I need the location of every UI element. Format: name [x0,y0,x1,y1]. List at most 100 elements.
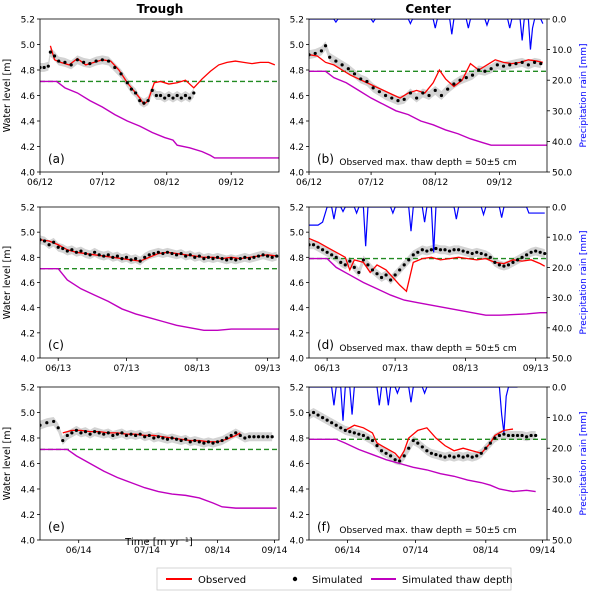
simulated-point [411,253,415,257]
simulated-point [70,431,74,435]
panel-frame [308,386,548,541]
simulated-point [261,435,265,439]
x-tick-label: 08/13 [452,364,478,374]
simulated-point [452,248,456,252]
x-tick-label: 07/14 [134,546,160,556]
simulated-point [52,240,56,244]
simulated-point [102,254,106,258]
simulated-point [525,435,529,439]
simulated-point [502,264,506,268]
simulated-point [461,249,465,253]
simulated-point [493,260,497,264]
simulated-point [452,455,456,459]
simulated-point [165,250,170,254]
simulated-point [215,255,220,259]
x-tick-label: 07/14 [403,546,429,556]
simulated-point [361,433,365,438]
simulated-point [193,255,197,259]
simulated-point [211,256,215,261]
simulated-point [470,251,474,256]
simulated-point [529,250,533,254]
simulated-point [357,432,361,436]
simulated-point [61,438,65,443]
simulated-point [379,275,384,280]
simulated-point [371,86,375,90]
y-tick-label: 5.2 [21,384,35,394]
simulated-point [197,440,201,444]
x-tick-label: 09/12 [486,178,512,188]
simulated-point [311,410,316,415]
x-tick-label: 06/12 [296,178,322,188]
x-tick-label: 06/12 [27,178,53,188]
simulated-point [46,64,50,68]
simulated-point [466,250,470,254]
thaw-depth-line [40,80,279,159]
simulated-point [511,260,515,264]
simulated-point [83,430,88,434]
y2-tick-label: 50.0 [552,537,572,547]
simulated-point [225,436,229,440]
panel-d: 4.0 4.2 4.4 4.6 4.8 5.0 5.2 06/13 07/13 08/13 09/1… [290,204,589,375]
observed-line [309,54,543,99]
simulated-point [434,452,438,457]
simulated-point [330,253,334,257]
thaw-depth-line [309,257,547,316]
simulated-point [206,255,211,259]
observed-line [309,237,546,293]
y-tick-label: 4.0 [21,537,36,547]
x-tick-label: 09/12 [218,178,244,188]
panel-e: 4.0 4.2 4.4 4.6 4.8 5.0 5.2 06/14 07/14 08/14 09/1… [2,384,288,557]
simulated-point [234,431,238,435]
simulation-band [40,235,277,266]
simulated-point [163,96,167,100]
simulated-point [143,435,147,439]
y2-axis-label: Precipitation rain [mm] [579,231,589,335]
x-tick-label: 09/13 [523,364,549,374]
simulated-point [120,256,124,261]
simulated-point [202,256,206,261]
simulated-point [325,418,329,422]
simulated-point [154,93,158,98]
simulated-point [452,82,456,86]
simulated-point [143,255,147,259]
simulated-point [421,91,425,95]
y-tick-label: 5.0 [290,41,305,51]
plot-area [40,235,279,332]
legend-observed-label: Observed [198,575,246,586]
x-axis-label: Time [m yr⁻¹] [124,537,193,548]
y2-tick-label: 30.0 [552,475,572,485]
simulated-point [497,263,501,267]
simulation-band [309,240,545,285]
simulated-point [415,96,419,100]
y2-tick-label: 0.0 [552,204,567,214]
y2-tick-label: 10.0 [552,234,572,244]
simulated-point [106,59,111,63]
x-tick-label: 08/14 [473,546,499,556]
simulated-point [321,248,325,252]
simulated-point [352,431,356,435]
simulated-point [56,245,60,249]
simulated-point [188,253,192,257]
simulated-point [501,64,506,68]
simulated-point [446,87,450,91]
simulated-point [266,435,270,439]
simulated-point [152,251,156,256]
simulated-point [175,93,179,98]
thaw-depth-line [309,438,536,493]
simulated-point [366,263,370,267]
simulated-point [197,254,201,258]
simulated-point [352,265,356,269]
simulated-point [379,449,384,453]
simulated-point [359,77,363,81]
x-tick-label: 07/12 [358,178,384,188]
rain-series-line [309,387,518,433]
simulated-point [184,254,188,258]
panel-a: 4.0 4.2 4.4 4.6 4.8 5.0 5.2 06/12 07/12 08/12 09/1… [2,16,280,188]
simulated-point [334,423,338,427]
simulation-band [309,41,541,106]
y-tick-label: 4.6 [21,460,36,470]
simulated-point [396,99,400,103]
panel-b: 4.0 4.2 4.4 4.6 4.8 5.0 5.2 06/12 07/12 08/12 09/1… [290,16,589,189]
simulated-point [425,449,429,453]
simulated-point [434,246,438,251]
